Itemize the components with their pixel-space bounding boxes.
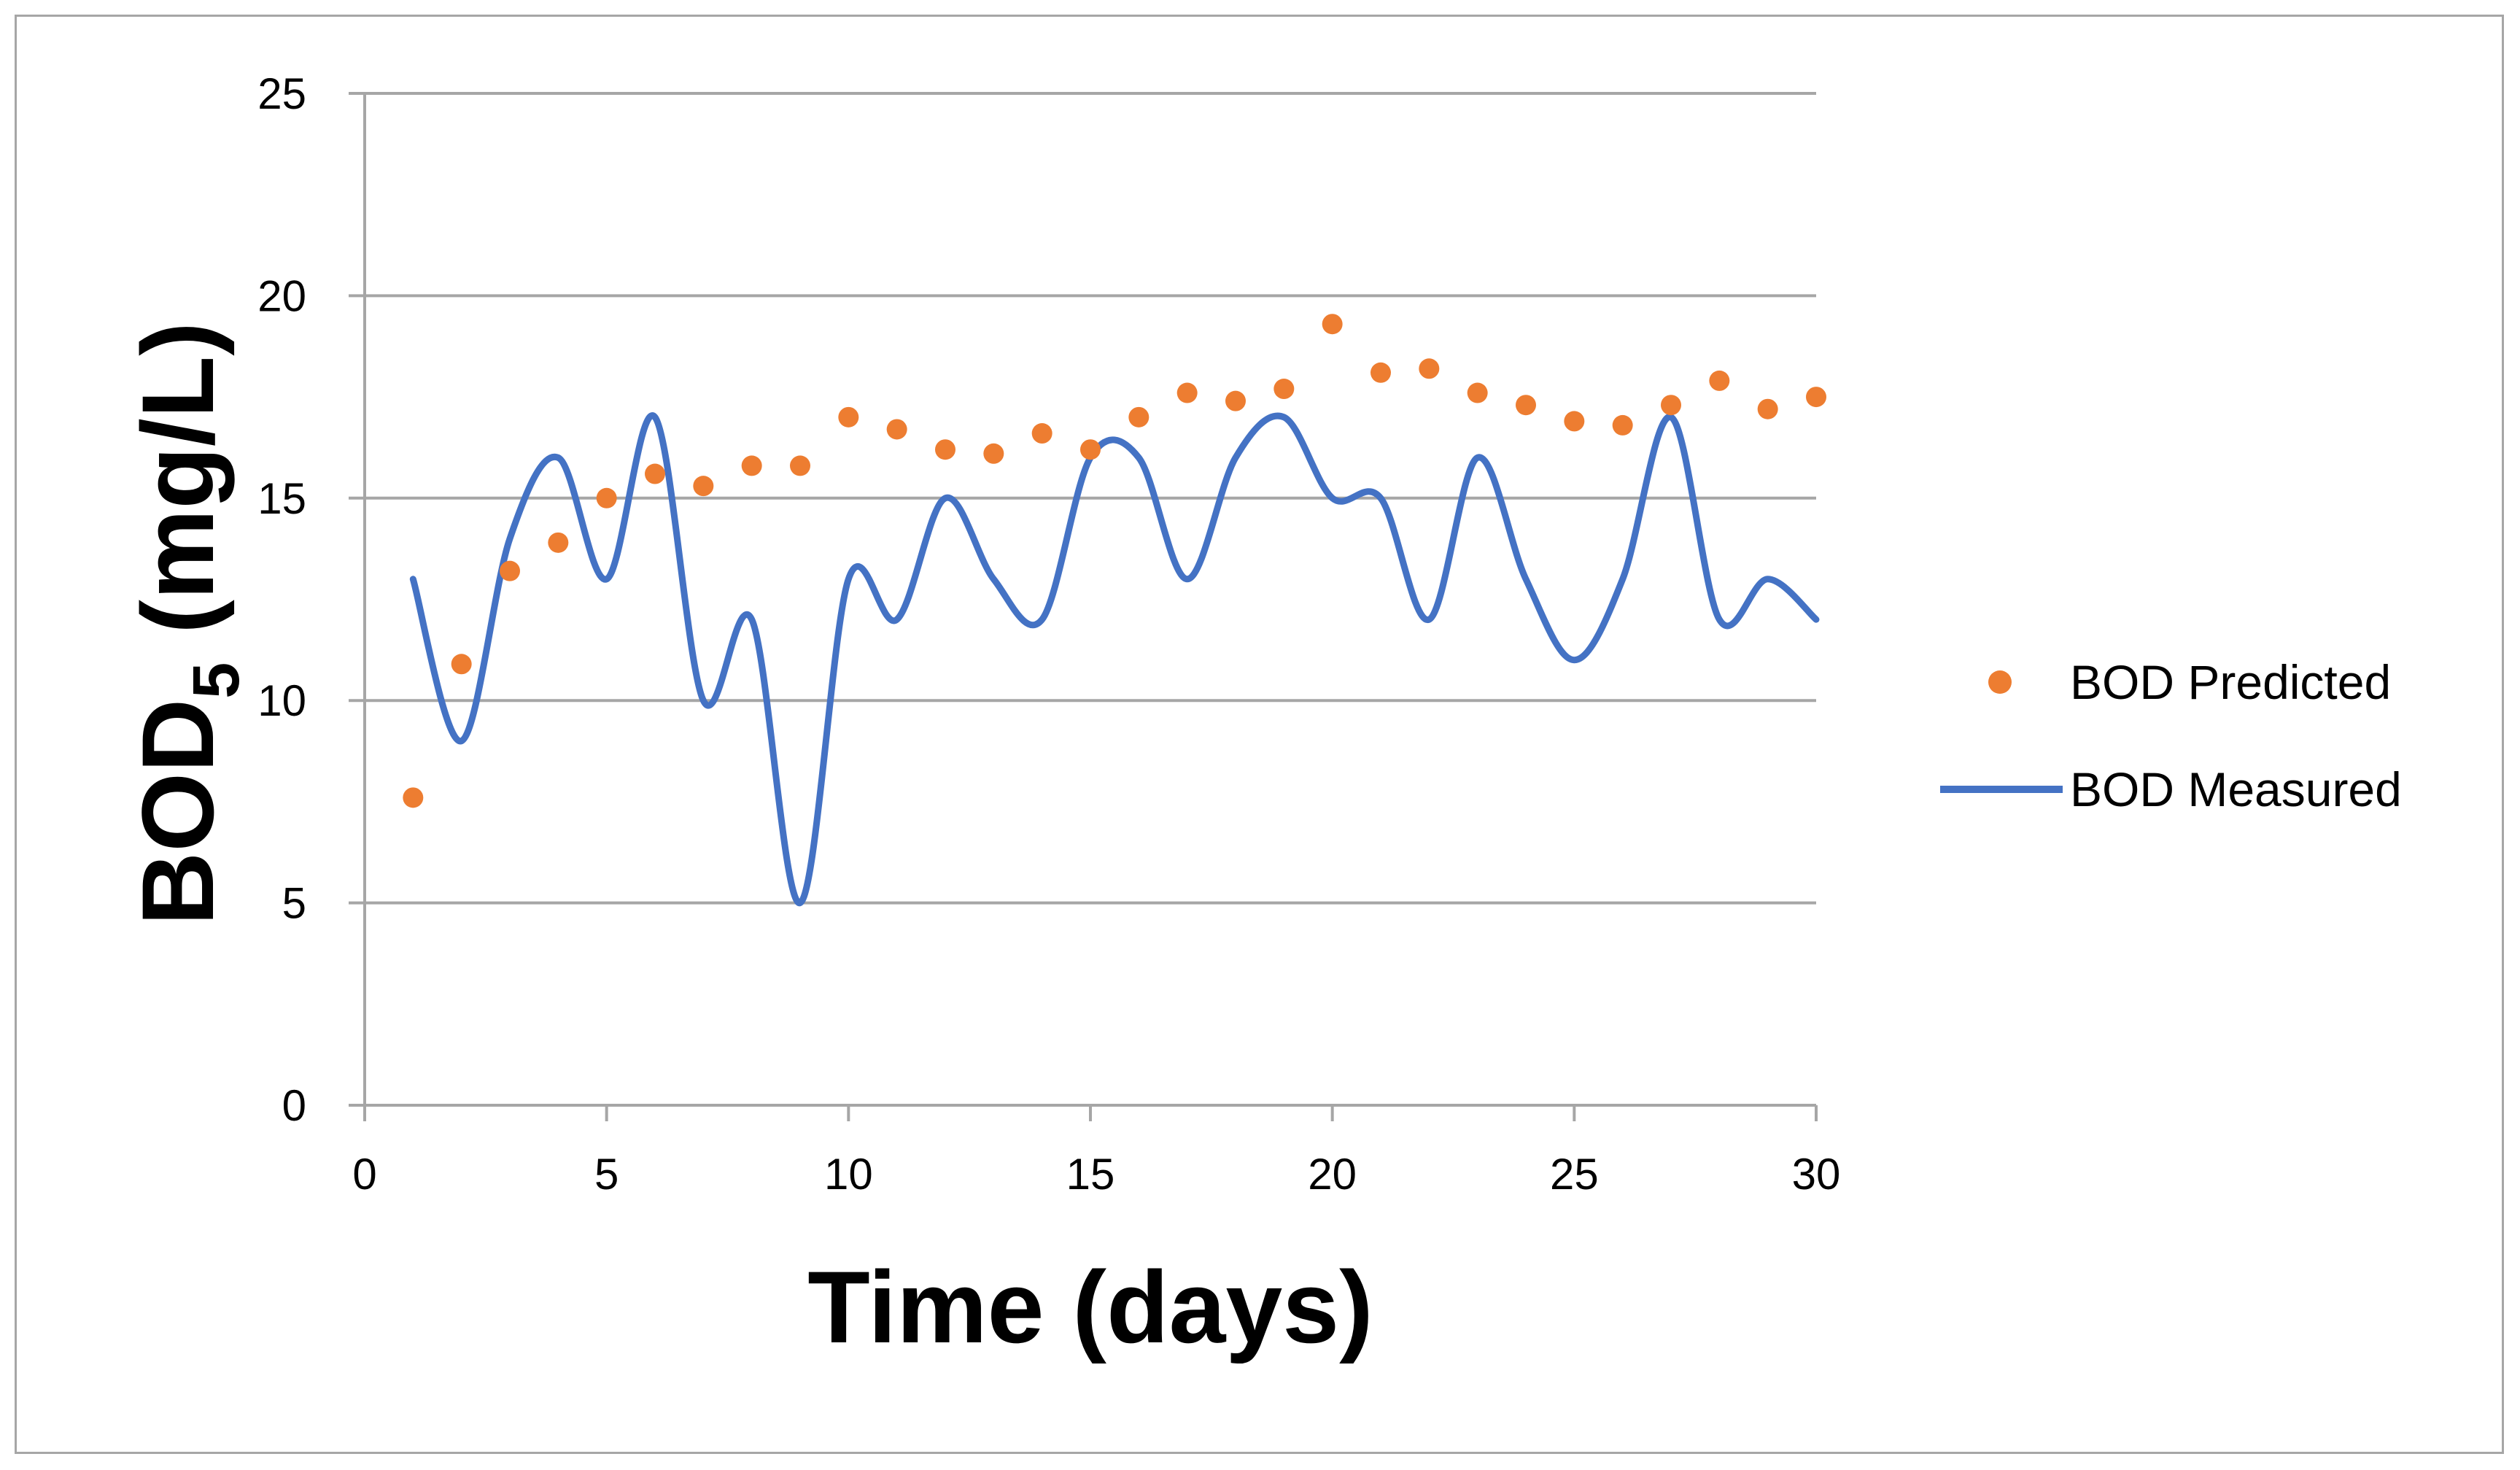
- y-axis-title-unit: (mg/L): [120, 322, 235, 662]
- y-axis-title-main: BOD: [120, 699, 235, 926]
- legend-entry-predicted: BOD Predicted: [1988, 655, 2391, 709]
- data-point-bod-predicted-2: [451, 654, 472, 675]
- data-point-bod-predicted-20: [1322, 314, 1343, 335]
- y-tick-label-10: 10: [257, 676, 306, 725]
- data-point-bod-predicted-27: [1661, 395, 1681, 416]
- x-tick-label-30: 30: [1792, 1150, 1841, 1199]
- data-point-bod-predicted-25: [1564, 411, 1585, 432]
- y-tick-label-5: 5: [282, 879, 306, 928]
- gridlines: [365, 92, 1816, 905]
- data-point-bod-predicted-16: [1128, 406, 1149, 428]
- data-point-bod-predicted-18: [1225, 390, 1246, 411]
- x-tick-label-0: 0: [352, 1150, 376, 1199]
- chart-frame: [15, 15, 2504, 1454]
- legend-label-predicted: BOD Predicted: [2070, 655, 2391, 709]
- legend-marker-predicted: [1988, 670, 2012, 694]
- data-point-bod-predicted-28: [1709, 370, 1730, 391]
- legend-entry-measured: BOD Measured: [1940, 762, 2402, 816]
- data-point-bod-predicted-12: [935, 439, 955, 460]
- data-point-bod-predicted-6: [645, 463, 665, 484]
- data-point-bod-predicted-26: [1612, 414, 1633, 436]
- data-point-bod-predicted-4: [548, 532, 569, 553]
- y-tick-label-0: 0: [282, 1081, 306, 1130]
- data-point-bod-predicted-9: [790, 455, 810, 476]
- data-point-bod-predicted-15: [1080, 439, 1101, 460]
- x-tick-label-25: 25: [1550, 1150, 1599, 1199]
- y-axis-title-subscript: 5: [180, 662, 253, 699]
- x-tick-label-20: 20: [1308, 1150, 1357, 1199]
- x-axis-title: Time (days): [807, 1250, 1373, 1364]
- y-tick-label-25: 25: [257, 69, 306, 118]
- data-point-bod-predicted-19: [1273, 379, 1295, 400]
- data-point-bod-predicted-11: [886, 419, 907, 440]
- data-point-bod-predicted-22: [1419, 358, 1440, 379]
- data-point-bod-predicted-29: [1757, 398, 1778, 419]
- axes: 0 5 10 15 20 25 0 5 10 15 20 25 30: [257, 69, 1840, 1199]
- series: [403, 314, 1826, 907]
- series-line-bod-measured: [409, 412, 1820, 907]
- legend-label-measured: BOD Measured: [2070, 762, 2402, 816]
- y-tick-label-15: 15: [257, 474, 306, 523]
- data-point-bod-predicted-30: [1806, 387, 1826, 408]
- data-point-bod-predicted-17: [1176, 382, 1198, 403]
- data-point-bod-predicted-1: [403, 787, 424, 808]
- y-tick-label-20: 20: [257, 271, 306, 320]
- legend: BOD Predicted BOD Measured: [1940, 655, 2402, 816]
- data-point-bod-predicted-23: [1467, 382, 1488, 403]
- x-tick-label-5: 5: [594, 1150, 619, 1199]
- data-point-bod-predicted-14: [1031, 423, 1052, 444]
- data-point-bod-predicted-7: [693, 476, 714, 497]
- data-point-bod-predicted-5: [596, 487, 617, 508]
- x-tick-label-10: 10: [824, 1150, 873, 1199]
- x-tick-label-15: 15: [1066, 1150, 1115, 1199]
- data-point-bod-predicted-10: [838, 406, 859, 428]
- data-point-bod-predicted-21: [1371, 362, 1391, 383]
- data-point-bod-predicted-24: [1516, 395, 1536, 416]
- data-point-bod-predicted-13: [983, 443, 1004, 464]
- data-point-bod-predicted-8: [741, 455, 762, 476]
- data-point-bod-predicted-3: [500, 560, 520, 581]
- y-axis-title: BOD5 (mg/L): [120, 322, 253, 926]
